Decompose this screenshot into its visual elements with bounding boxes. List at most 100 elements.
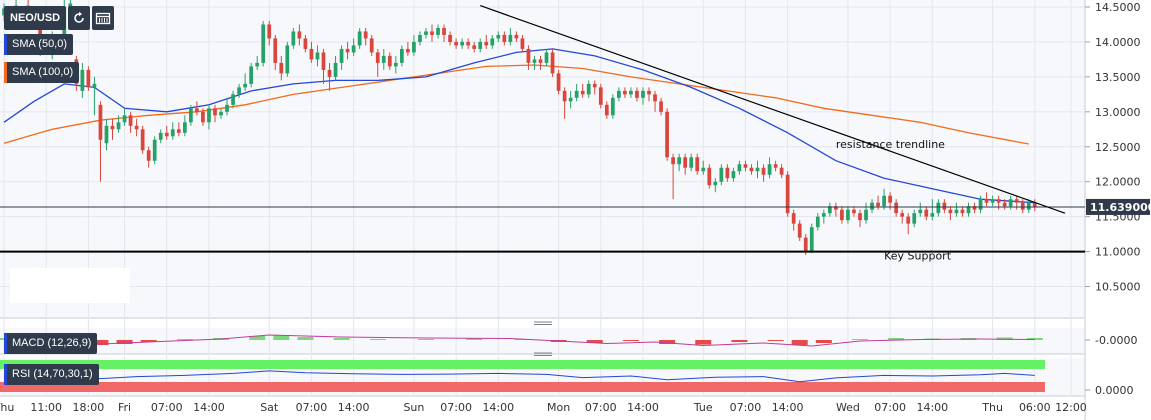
candle-body-up	[339, 48, 344, 63]
candle-body-up	[1008, 199, 1013, 207]
candle-body-up	[586, 83, 591, 95]
candle-body-down	[683, 157, 688, 168]
candle-body-down	[321, 52, 326, 70]
candle-body-down	[695, 157, 700, 172]
candle-body-down	[852, 209, 856, 214]
candle-body-down	[906, 216, 911, 224]
candle-body-down	[195, 108, 199, 112]
macd-hist-bar-positive	[888, 338, 905, 340]
candle-body-down	[858, 213, 862, 221]
y-tick-label: 14.0000	[1095, 36, 1141, 49]
calendar-icon[interactable]	[92, 6, 115, 30]
macd-hist-bar-positive	[333, 338, 350, 340]
candle-body-down	[297, 31, 302, 39]
macd-hist-bar-positive	[1026, 338, 1043, 340]
annotations: Key Support resistance trendline	[0, 5, 1085, 263]
candle-body-down	[213, 108, 217, 116]
candle-body-down	[466, 41, 471, 46]
candle-body-up	[460, 41, 465, 46]
candle-body-up	[104, 125, 109, 144]
sma100-legend[interactable]: SMA (100,0)	[4, 62, 80, 83]
macd-legend[interactable]: MACD (12,26,9)	[4, 333, 98, 354]
symbol-selector[interactable]: NEO/USD	[4, 6, 67, 30]
candle-body-up	[351, 45, 356, 53]
candle-body-down	[309, 48, 314, 60]
candle-body-down	[888, 195, 892, 203]
candle-body-down	[996, 199, 1001, 203]
chart-toolbar: NEO/USD	[4, 6, 115, 30]
candle-body-down	[984, 199, 989, 203]
candle-body-up	[701, 167, 706, 172]
x-tick-label: Wed	[836, 401, 860, 414]
candle-body-down	[1002, 202, 1007, 207]
candle-body-up	[255, 62, 260, 67]
candle-body-up	[641, 90, 645, 98]
candle-body-up	[731, 171, 736, 179]
x-tick-label: Sat	[260, 401, 279, 414]
candle-body-down	[562, 90, 567, 102]
candle-body-up	[719, 167, 724, 182]
rsi-legend[interactable]: RSI (14,70,30,1)	[4, 364, 99, 385]
candle-body-up	[207, 108, 211, 123]
candle-body-up	[261, 24, 266, 63]
candle-body-down	[1014, 199, 1019, 203]
x-tick-label: Tue	[693, 401, 713, 414]
candle-body-down	[623, 90, 627, 95]
candle-body-up	[882, 195, 886, 207]
macd-hist-bar-positive	[273, 335, 290, 340]
key-support-label: Key Support	[884, 250, 952, 263]
candle-body-down	[604, 104, 609, 116]
candle-body-down	[520, 38, 525, 49]
rsi-overbought-band	[0, 360, 1045, 369]
candle-body-up	[225, 104, 229, 112]
candle-body-up	[508, 34, 513, 42]
candle-body-down	[201, 111, 205, 123]
candle-body-up	[496, 34, 501, 39]
y-tick-label: 13.5000	[1095, 71, 1141, 84]
candle-body-down	[327, 69, 332, 77]
candle-body-down	[134, 125, 139, 130]
candle-body-down	[653, 94, 657, 102]
candle-body-up	[80, 69, 85, 91]
candle-body-down	[556, 73, 561, 91]
candle-body-down	[442, 27, 446, 35]
refresh-icon[interactable]	[68, 6, 91, 30]
candle-body-down	[797, 223, 802, 238]
x-tick-label: 14:00	[338, 401, 370, 414]
panel-resize-handle-macd[interactable]	[534, 321, 552, 325]
candle-body-down	[779, 167, 784, 175]
candle-body-down	[484, 41, 489, 46]
macd-hist-bar-negative	[815, 340, 832, 343]
candle-body-up	[170, 129, 175, 137]
candle-body-up	[677, 157, 682, 165]
macd-hist-bar-negative	[92, 340, 109, 345]
panel-resize-handle-rsi[interactable]	[534, 352, 552, 356]
candle-body-up	[815, 216, 820, 228]
candle-body-down	[960, 209, 965, 214]
candle-body-up	[399, 48, 404, 63]
current-price-label: 11.639000	[1090, 201, 1151, 214]
macd-hist-bar-positive	[466, 338, 483, 340]
candle-body-down	[665, 111, 669, 158]
macd-line	[3, 334, 1035, 347]
macd-hist-bar-negative	[695, 340, 712, 345]
candle-body-down	[635, 90, 639, 98]
x-tick-label: 07:00	[296, 401, 328, 414]
macd-hist-bar-negative	[140, 340, 157, 342]
refresh-icon-glyph	[74, 11, 84, 23]
candle-body-down	[279, 62, 284, 74]
sma100-line	[3, 64, 1029, 145]
candle-body-down	[267, 24, 272, 39]
macd-hist-bar-positive	[851, 339, 868, 340]
candle-body-down	[526, 48, 531, 63]
candle-body-up	[713, 181, 718, 186]
candle-body-up	[152, 139, 157, 161]
candle-body-down	[273, 38, 278, 63]
candle-body-down	[598, 87, 603, 105]
sma50-legend[interactable]: SMA (50,0)	[4, 34, 74, 55]
candle-body-down	[707, 167, 712, 186]
macd-hist-bar-positive	[176, 339, 193, 340]
candle-body-up	[291, 31, 296, 46]
candle-body-down	[146, 150, 151, 161]
candle-body-up	[424, 31, 428, 35]
